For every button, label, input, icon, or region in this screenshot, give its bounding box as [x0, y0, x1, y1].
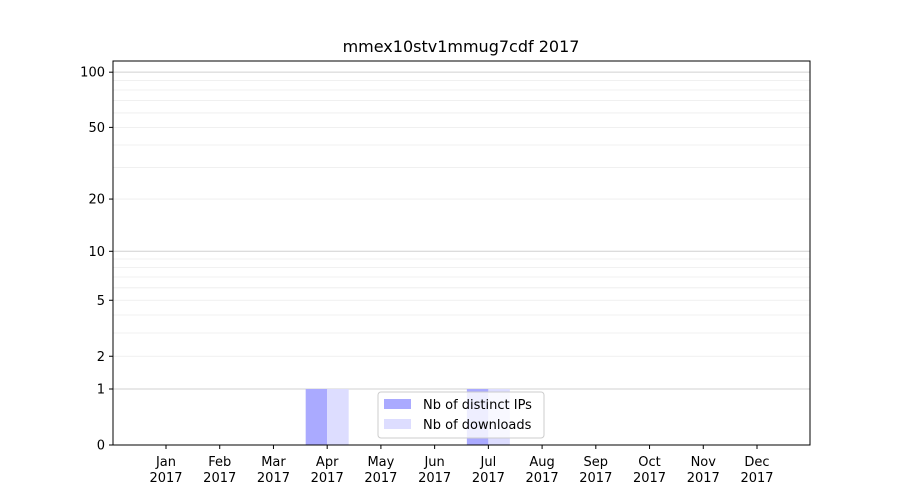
- legend-swatch: [384, 399, 411, 409]
- x-tick-label: 2017: [203, 471, 236, 486]
- chart-title: mmex10stv1mmug7cdf 2017: [343, 37, 580, 56]
- x-tick-label: Jan: [155, 455, 176, 470]
- x-tick-label: 2017: [311, 471, 344, 486]
- x-tick-label: Apr: [316, 455, 339, 470]
- x-tick-label: Mar: [261, 455, 286, 470]
- x-tick-label: 2017: [257, 471, 290, 486]
- x-tick-label: Nov: [691, 455, 717, 470]
- y-tick-label: 10: [88, 245, 105, 260]
- legend-label: Nb of downloads: [423, 418, 532, 433]
- x-tick-label: 2017: [526, 471, 559, 486]
- x-tick-label: Oct: [638, 455, 660, 470]
- legend-swatch: [384, 419, 411, 429]
- y-tick-label: 1: [97, 383, 105, 398]
- x-tick-label: 2017: [418, 471, 451, 486]
- y-tick-label: 0: [97, 439, 105, 454]
- x-tick-label: Jun: [423, 455, 444, 470]
- x-tick-label: 2017: [579, 471, 612, 486]
- x-tick-label: Aug: [529, 455, 554, 470]
- plot-frame: [112, 60, 811, 446]
- y-tick-label: 100: [80, 66, 105, 81]
- y-tick-label: 5: [97, 294, 105, 309]
- legend-label: Nb of distinct IPs: [423, 398, 532, 413]
- x-tick-label: 2017: [149, 471, 182, 486]
- x-tick-label: 2017: [633, 471, 666, 486]
- x-tick-label: 2017: [740, 471, 773, 486]
- legend-box: [377, 391, 545, 439]
- x-tick-label: May: [367, 455, 394, 470]
- y-tick-label: 50: [88, 121, 105, 136]
- x-tick-label: Sep: [584, 455, 609, 470]
- bar-downloads: [327, 389, 349, 445]
- y-tick-label: 2: [97, 350, 105, 365]
- bar-ips: [305, 389, 328, 445]
- x-tick-label: 2017: [364, 471, 397, 486]
- x-tick-label: 2017: [472, 471, 505, 486]
- x-tick-label: Feb: [208, 455, 231, 470]
- x-tick-label: Dec: [744, 455, 769, 470]
- x-tick-label: 2017: [687, 471, 720, 486]
- x-tick-label: Jul: [480, 455, 497, 470]
- y-tick-label: 20: [88, 193, 105, 208]
